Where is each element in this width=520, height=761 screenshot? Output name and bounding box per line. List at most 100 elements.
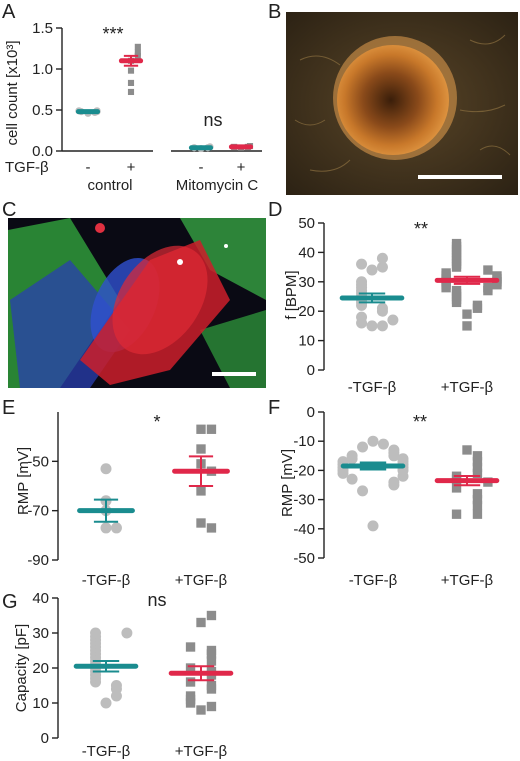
panel-d-point [356,276,368,288]
panel-g-point [206,680,217,691]
panel-f-yticks: -50 -40 -30 -20 -10 0 [293,404,324,567]
panel-f-point [472,468,483,478]
panel-e-point [196,444,206,454]
panel-g-ytick-label: 30 [32,625,49,642]
panel-d-category-plus: +TGF-β [441,379,494,396]
panel-e-ytick-label: -70 [27,503,49,520]
panel-f-point [388,479,400,491]
panel-g-point [110,680,122,691]
panel-d-point [451,238,462,249]
panel-f-ytick-label: -10 [293,433,315,450]
panel-letter-f: F [268,397,280,419]
panel-f-ytick-label: -50 [293,550,315,567]
panel-g-point [121,627,133,639]
panel-a-sig-mitomycin: ns [203,110,222,130]
panel-f-point [377,438,389,450]
panel-f-significance: ** [413,412,427,432]
panel-d-point [462,321,472,331]
panel-g-significance: ns [147,590,166,610]
panel-g-point [185,691,196,701]
panel-f-point [346,453,358,465]
panel-d-ytick-label: 0 [307,362,315,379]
panel-e-category-plus: +TGF-β [175,572,228,589]
panel-g-point [206,701,217,712]
panel-f-point [346,473,358,485]
chart-panel-d: f [BPM] 0 10 20 30 40 50 -TGF-β +TGF-β ** [283,215,502,396]
panel-a-point [134,49,141,56]
panel-a-ylabel: cell count [x10³] [4,40,21,145]
panel-g-category-minus: -TGF-β [82,743,131,760]
panel-e-point [196,486,206,496]
chart-panel-a: cell count [x10³] 0.0 0.5 1.0 1.5 TGF-β - +… [4,20,262,194]
panel-a-point [127,67,135,74]
panel-d-point [376,320,388,332]
panel-f-marks [337,435,500,532]
panel-f-point [472,494,483,505]
panel-e-point [100,522,112,534]
panel-letter-b: B [268,1,281,23]
panel-a-ytick-label: 0.0 [32,143,53,160]
panel-e-point [110,522,122,534]
panel-letter-c: C [2,199,16,221]
panel-e-marks [77,424,230,534]
panel-d-ytick-label: 10 [298,333,315,350]
panel-d-ytick-label: 30 [298,274,315,291]
panel-d-point [483,283,493,293]
panel-g-point [185,663,196,673]
panel-g-point [196,617,206,628]
panel-a-yticks: 0.0 0.5 1.0 1.5 [32,20,62,160]
panel-d-point [366,264,378,276]
panel-a-tgf-sign-4: + [237,159,246,176]
panel-a-point [127,88,135,96]
panel-f-point [357,485,369,497]
panel-d-ytick-label: 20 [298,303,315,320]
panel-a-ytick-label: 0.5 [32,102,53,119]
panel-d-ytick-label: 50 [298,215,315,232]
panel-g-marks [73,610,234,715]
panel-g-point [185,677,196,687]
panel-f-category-minus: -TGF-β [349,572,398,589]
panel-e-significance: * [153,412,160,432]
panel-f-point [337,467,349,479]
panel-e-point [196,424,206,434]
panel-d-point [366,320,378,332]
panel-d-point [356,311,368,323]
panel-g-point [185,642,196,652]
panel-g-ytick-label: 20 [32,660,49,677]
panel-letter-g: G [2,591,18,613]
chart-panel-g: Capacity [pF] 0 10 20 30 40 -TGF-β +TGF-β ns [13,590,234,760]
panel-a-tgf-sign-2: + [127,159,136,176]
panel-d-yticks: 0 10 20 30 40 50 [298,215,324,379]
panel-a-sig-control: *** [102,24,123,44]
panel-d-ylabel: f [BPM] [283,270,300,319]
panel-a-ytick-label: 1.5 [32,20,53,37]
panel-f-point [451,509,462,519]
panel-a-condition-control: control [87,177,132,194]
panel-d-category-minus: -TGF-β [348,379,397,396]
panel-f-point [472,509,483,519]
panel-g-point [100,697,112,709]
panel-d-point [376,252,388,264]
panel-a-condition-mitomycin: Mitomycin C [176,177,259,194]
panel-a-tgf-sign-3: - [199,159,204,176]
panel-d-point [356,258,368,270]
panel-d-point [441,268,451,278]
panel-f-point [472,489,483,499]
panel-f-point [367,435,379,447]
panel-f-point [472,500,483,511]
panel-a-row-label: TGF-β [5,159,49,176]
panel-g-ytick-label: 10 [32,695,49,712]
panel-d-point [387,314,399,326]
panel-g-category-plus: +TGF-β [175,743,228,760]
panel-a-marks [75,43,254,153]
fluorescence-micrograph-icon [8,218,266,388]
panel-f-point [367,520,379,532]
panel-d-point [376,302,388,314]
panel-g-point [206,610,217,621]
panel-a-point [134,43,141,50]
panel-g-ytick-label: 0 [41,730,49,747]
panel-f-point [472,462,483,473]
panel-a-point [127,79,135,86]
panel-e-ytick-label: -50 [27,453,49,470]
